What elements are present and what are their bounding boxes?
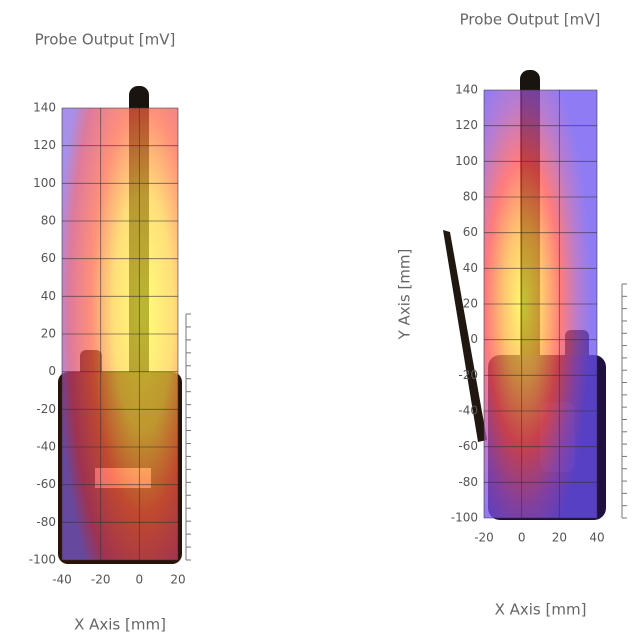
y-tick-label: 100 (33, 176, 56, 190)
y-tick-label: 0 (48, 364, 56, 378)
y-tick-label: -100 (451, 511, 478, 525)
y-tick-label: -100 (29, 553, 56, 567)
x-axis-label: X Axis [mm] (74, 616, 166, 634)
y-tick-label: -80 (36, 515, 56, 529)
x-tick-label: -20 (91, 573, 111, 587)
y-tick-label: 60 (463, 225, 478, 239)
y-tick-label: 80 (41, 214, 56, 228)
y-tick-label: -40 (458, 404, 478, 418)
x-tick-label: 20 (552, 531, 567, 545)
y-tick-label: -80 (458, 475, 478, 489)
y-tick-label: 100 (455, 154, 478, 168)
y-tick-label: 20 (41, 327, 56, 341)
chart-title: Probe Output [mV] (460, 11, 601, 29)
y-axis-label: Y Axis [mm] (396, 249, 414, 341)
x-tick-label: -20 (474, 531, 494, 545)
y-tick-label: 140 (455, 83, 478, 97)
chart-title: Probe Output [mV] (35, 31, 176, 49)
x-tick-label: 0 (136, 573, 144, 587)
y-tick-label: 120 (455, 118, 478, 132)
x-tick-label: 40 (589, 531, 604, 545)
y-tick-label: 0 (470, 332, 478, 346)
x-tick-label: 0 (518, 531, 526, 545)
x-tick-label: 20 (170, 573, 185, 587)
y-tick-label: 60 (41, 251, 56, 265)
y-tick-label: -20 (458, 368, 478, 382)
y-tick-label: 80 (463, 190, 478, 204)
y-tick-label: 40 (463, 261, 478, 275)
y-tick-label: 120 (33, 138, 56, 152)
y-tick-label: -60 (36, 477, 56, 491)
y-tick-label: -20 (36, 402, 56, 416)
y-tick-label: -40 (36, 440, 56, 454)
y-tick-label: 40 (41, 289, 56, 303)
y-tick-label: 20 (463, 297, 478, 311)
x-tick-label: -40 (52, 573, 72, 587)
x-axis-label: X Axis [mm] (495, 601, 587, 619)
y-tick-label: -60 (458, 439, 478, 453)
y-tick-label: 140 (33, 101, 56, 115)
